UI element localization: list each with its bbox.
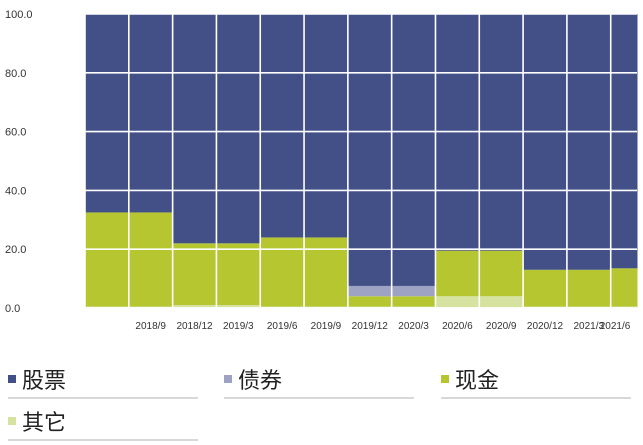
legend-divider [441, 397, 631, 399]
series-3-segment [347, 14, 393, 286]
series-3-segment [523, 14, 568, 270]
series-0-segment [435, 296, 480, 308]
x-tick-label: 2018/9 [135, 321, 166, 332]
legend-swatch [224, 375, 232, 383]
legend-item: 债券 [224, 364, 282, 394]
series-1-segment [172, 243, 217, 306]
series-2-segment [347, 285, 393, 297]
legend-label: 其它 [22, 411, 67, 436]
series-1-segment [304, 237, 349, 307]
series-1-segment [523, 269, 568, 307]
series-2-area [347, 285, 436, 297]
x-tick-label: 2018/12 [176, 321, 213, 332]
series-1-segment [128, 212, 174, 307]
series-3-segment [260, 14, 305, 238]
series-3-segment [216, 14, 261, 244]
x-tick-label: 2020/6 [442, 321, 473, 332]
series-2-segment [391, 285, 436, 297]
series-0-segment [216, 305, 261, 308]
legend-label: 债券 [238, 369, 283, 394]
legend-divider [8, 439, 198, 441]
x-tick-label: 2020/12 [527, 321, 564, 332]
legend-swatch [441, 375, 449, 383]
legend-item: 现金 [441, 364, 499, 394]
series-3-segment [566, 14, 612, 270]
legend-label: 现金 [455, 369, 500, 394]
legend-item: 其它 [8, 406, 66, 436]
x-tick-label: 2021/6 [600, 321, 631, 332]
series-1-segment [479, 250, 524, 297]
y-tick-label: 60.0 [5, 127, 26, 139]
legend-divider [8, 397, 198, 399]
y-tick-label: 100.0 [5, 9, 33, 21]
series-1-segment [347, 296, 393, 307]
y-tick-label: 20.0 [5, 244, 26, 256]
series-3-segment [610, 14, 638, 269]
y-tick-label: 0.0 [5, 303, 20, 315]
gridlines [68, 13, 637, 322]
x-tick-label: 2019/12 [352, 321, 389, 332]
x-tick-label: 2019/9 [311, 321, 342, 332]
series-1-segment [391, 296, 436, 307]
x-tick-label: 2021/3 [574, 321, 605, 332]
y-tick-label: 80.0 [5, 68, 26, 80]
x-tick-label: 2020/9 [486, 321, 517, 332]
series-1-segment [566, 269, 612, 307]
x-tick-label: 2019/3 [223, 321, 254, 332]
legend-swatch [8, 375, 16, 383]
series-3-segment [391, 14, 436, 286]
series-1-segment [435, 250, 480, 297]
y-axis-ticks: 0.0 20.0 40.0 60.0 80.0 100.0 [5, 9, 33, 315]
series-3-segment [128, 14, 174, 213]
x-tick-label: 2020/3 [398, 321, 429, 332]
x-axis-ticks: 2018/9 2018/12 2019/3 2019/6 2019/9 2019/12 20… [135, 321, 630, 332]
series-0-segment [479, 296, 524, 308]
series-1-segment [610, 268, 638, 307]
series-3-segment [304, 14, 349, 238]
x-tick-label: 2019/6 [267, 321, 298, 332]
series-0-segment [172, 305, 217, 308]
series-1-segment [85, 212, 130, 307]
legend-swatch [8, 417, 16, 425]
y-tick-label: 40.0 [5, 185, 26, 197]
series-1-segment [216, 243, 261, 306]
legend-divider [224, 397, 414, 399]
series-1-segment [260, 237, 305, 307]
stacked-areas [85, 14, 638, 308]
series-3-segment [85, 14, 130, 213]
legend-item: 股票 [8, 364, 66, 394]
legend-label: 股票 [22, 369, 67, 394]
series-3-segment [172, 14, 217, 244]
